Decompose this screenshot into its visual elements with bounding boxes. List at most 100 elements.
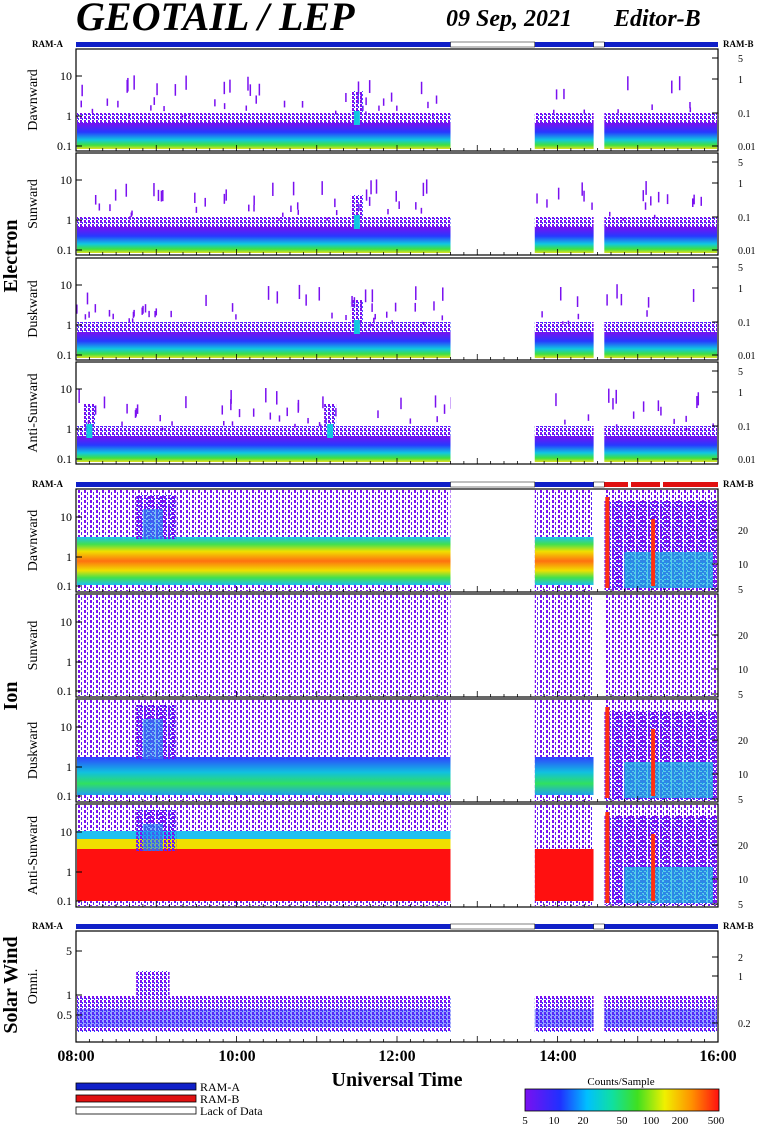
data-gap (450, 259, 535, 359)
data-gap (593, 363, 605, 463)
electron-spike (235, 314, 237, 320)
data-gap (593, 932, 605, 1041)
y-tick-label-right: 0.2 (738, 1019, 751, 1030)
electron-spike (296, 202, 299, 210)
electron-spike (606, 294, 608, 306)
y-tick-label-left: 1 (66, 760, 72, 774)
electron-spike (204, 197, 206, 207)
ram-label-right: RAM-B (723, 479, 754, 489)
ram-label-left: RAM-A (32, 921, 63, 931)
electron-spike (297, 209, 300, 215)
y-tick-label-left: 1 (66, 109, 72, 123)
electron-spike (583, 109, 586, 114)
electron-spike (374, 313, 376, 320)
ion-ramb-core (624, 552, 713, 588)
ion-band (77, 849, 451, 901)
electron-spike (135, 408, 137, 417)
electron-spike (223, 193, 226, 204)
electron-spike (377, 410, 379, 419)
electron-spike (255, 95, 257, 104)
y-tick-label-left: 0.1 (57, 348, 72, 362)
y-tick-label-left: 0.1 (57, 684, 72, 698)
data-gap (450, 50, 535, 150)
electron-spike (436, 416, 438, 423)
electron-spike (153, 97, 156, 105)
electron-spike (94, 405, 97, 415)
panel-label: Duskward (26, 280, 41, 338)
electron-spike (94, 304, 97, 313)
electron-spike (141, 307, 143, 315)
electron-spike (368, 196, 371, 206)
electron-spike (76, 305, 78, 314)
electron-spike (223, 81, 226, 95)
electron-spike (622, 217, 624, 221)
electron-spike (125, 183, 128, 197)
ion-band (534, 757, 594, 795)
x-tick-label: 14:00 (539, 1048, 576, 1065)
data-gap (593, 50, 605, 150)
electron-spike (644, 202, 647, 210)
electron-spike (229, 79, 231, 93)
electron-spike (86, 292, 89, 305)
electron-spike (318, 422, 321, 427)
electron-spike (160, 190, 163, 202)
ion-ramb-edge (651, 729, 656, 796)
y-tick-label-right: 0.1 (738, 109, 751, 120)
electron-spike (153, 183, 155, 197)
data-gap (450, 595, 535, 696)
electron-spike (557, 187, 560, 200)
electron-spike (223, 103, 226, 110)
ion-band-edge (77, 839, 451, 849)
electron-burst-core (353, 320, 360, 334)
ion-ramb-core (624, 762, 713, 798)
x-axis-title: Universal Time (332, 1069, 463, 1091)
ram-bar-gap (450, 41, 536, 48)
y-tick-label-left: 10 (60, 278, 72, 292)
ram-bar (76, 924, 718, 929)
electron-spike (127, 77, 129, 92)
electron-spike (108, 309, 111, 317)
electron-spike (387, 208, 389, 215)
colorbar-gradient (524, 1088, 720, 1112)
electron-spike (434, 395, 437, 408)
electron-spike (609, 211, 611, 217)
colorbar-tick: 100 (643, 1115, 660, 1127)
electron-spike (653, 214, 656, 219)
electron-spike (371, 303, 373, 312)
electron-spike (103, 396, 106, 409)
electron-spike (371, 289, 374, 303)
electron-spike (555, 89, 558, 100)
electron-spike (131, 318, 134, 323)
panel-label: Omni. (26, 969, 41, 1004)
electron-spike (286, 407, 288, 417)
electron-spike (185, 396, 187, 409)
electron-spike (126, 403, 128, 414)
legend-swatch-ram-b (75, 1094, 197, 1103)
electron-spike (398, 201, 400, 209)
legend-swatch-lack (75, 1106, 197, 1115)
electron-spike (660, 406, 662, 416)
ram-bar (76, 42, 718, 47)
ion-band (77, 757, 451, 795)
electron-spike (161, 427, 164, 431)
electron-spike (425, 179, 428, 194)
electron-spike (221, 405, 224, 415)
ion-ramb-edge (651, 834, 656, 901)
electron-spike (331, 312, 333, 319)
ram-bar-gap (593, 41, 605, 48)
electron-spike (546, 199, 548, 208)
ion-band-edge (77, 831, 451, 839)
electron-spike (345, 315, 347, 321)
electron-spike (283, 100, 286, 108)
y-tick-label-left: 0.1 (57, 452, 72, 466)
electron-spike (230, 399, 232, 411)
electron-spike (294, 423, 296, 428)
panel-label: Anti-Sunward (26, 373, 41, 452)
electron-spike (414, 302, 417, 312)
electron-spike (322, 396, 324, 409)
x-axis: 08:00 10:00 12:00 14:00 16:00 Universal … (57, 1048, 736, 1091)
electron-spike (157, 189, 160, 202)
electron-spike (292, 181, 295, 196)
plot-date: 09 Sep, 2021 (446, 6, 572, 32)
electron-spike (375, 179, 378, 194)
